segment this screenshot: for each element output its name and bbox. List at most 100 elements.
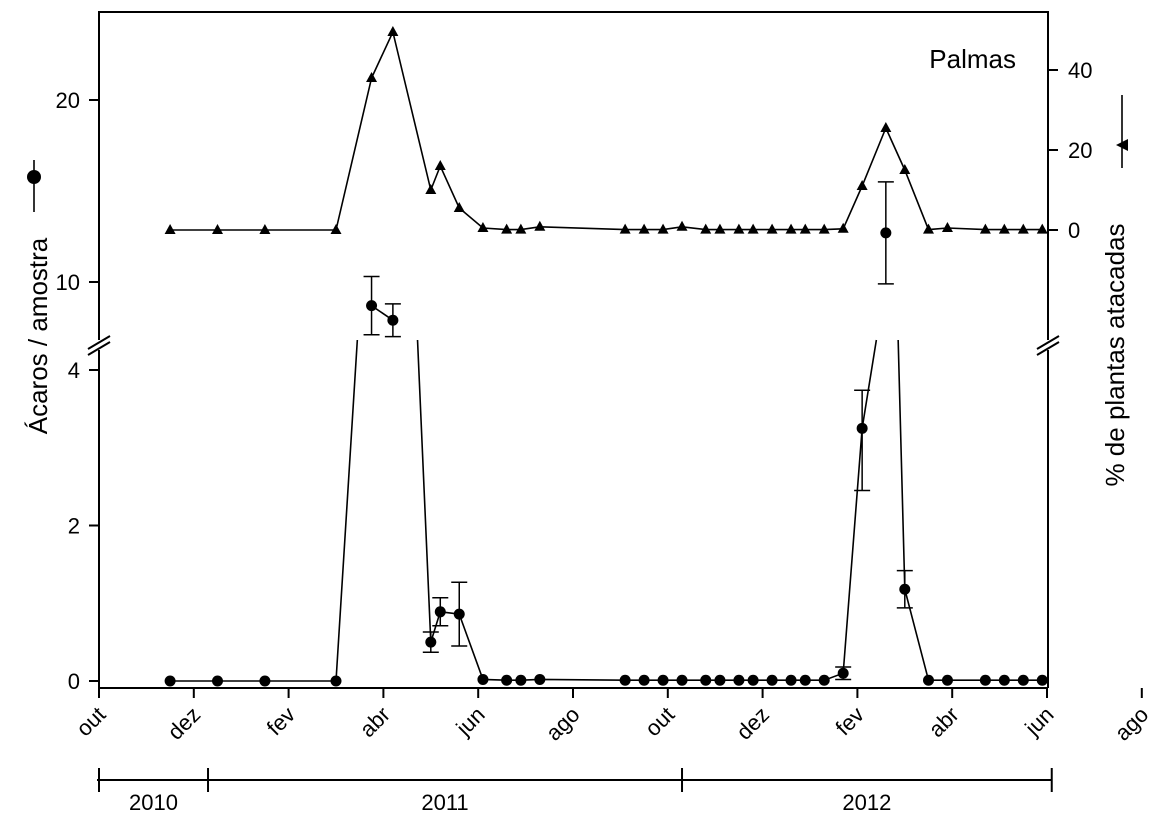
triangle-point <box>785 223 797 234</box>
triangle-point <box>899 164 911 174</box>
y-left-tick-label: 10 <box>56 270 80 295</box>
circle-point <box>434 606 446 618</box>
circle-point <box>979 674 991 686</box>
y-left-tick-label: 20 <box>56 88 80 113</box>
triangle-point <box>434 160 446 170</box>
axis-break-right-2 <box>1036 341 1060 356</box>
ticks: out dez fev abr jun ago out dez fev abr jun ago2010… <box>27 58 1151 815</box>
triangle-point <box>714 223 726 234</box>
axis-break-right-1 <box>1036 335 1060 350</box>
circle-point <box>453 608 465 620</box>
circle-point <box>366 300 378 312</box>
circle-point <box>923 674 934 686</box>
triangle-point <box>1036 223 1048 234</box>
year-label: 2010 <box>129 790 178 815</box>
circle-point <box>747 674 759 686</box>
circle-point <box>818 674 830 686</box>
circle-point <box>387 314 399 326</box>
triangle-point <box>477 222 489 232</box>
triangle-point <box>534 220 546 231</box>
triangle-point <box>998 223 1010 234</box>
circle-point <box>856 422 868 434</box>
y-right-tick-label: 40 <box>1068 58 1092 83</box>
triangle-point <box>453 202 465 212</box>
x-tick-label: abr <box>924 702 964 742</box>
x-tick-label: dez <box>731 702 774 745</box>
triangle-point <box>515 223 527 234</box>
triangle-point <box>638 223 650 234</box>
triangle-point <box>676 220 688 231</box>
left-axis-upper <box>98 11 1049 340</box>
year-label: 2011 <box>421 790 468 815</box>
circle-point <box>164 675 176 687</box>
circle-point <box>766 674 778 686</box>
circle-point <box>638 674 650 686</box>
triangle-point <box>657 223 669 234</box>
x-tick-label: abr <box>355 702 395 742</box>
triangle-point <box>880 122 892 132</box>
triangle-point <box>366 72 378 82</box>
triangle-point <box>619 223 631 234</box>
x-tick-label: jun <box>451 702 490 741</box>
circle-point <box>785 674 797 686</box>
x-tick-label: fev <box>262 702 300 740</box>
circle-point <box>714 674 726 686</box>
left-axis-title: Ácaros / amostra <box>23 237 53 434</box>
circle-point <box>1036 674 1048 686</box>
triangle-point <box>164 224 176 234</box>
y-left-tick-label: 0 <box>68 669 80 694</box>
y-right-tick-label: 20 <box>1068 138 1092 163</box>
triangle-point <box>330 224 342 234</box>
triangle-point <box>837 222 849 233</box>
triangle-point <box>856 180 868 190</box>
axis-break-left-1 <box>87 335 111 350</box>
triangle-point <box>501 223 513 234</box>
circle-point <box>534 673 546 685</box>
circle-point <box>425 636 437 648</box>
axes <box>87 11 1060 781</box>
triangle-point <box>387 26 399 36</box>
circle-point <box>501 674 513 686</box>
circle-point <box>515 674 527 686</box>
y-right-tick-label: 0 <box>1068 218 1080 243</box>
x-tick-label: ago <box>1110 702 1151 746</box>
circle-point <box>657 674 669 686</box>
triangle-point <box>766 223 778 234</box>
y-left-tick-label: 2 <box>68 514 80 539</box>
triangle-point <box>979 223 991 234</box>
x-tick-label: out <box>640 702 679 741</box>
series <box>164 26 1048 687</box>
year-label: 2012 <box>842 790 891 815</box>
circle-point <box>733 674 745 686</box>
x-tick-label: fev <box>830 702 868 740</box>
x-tick-label: ago <box>541 702 585 746</box>
left-legend-marker <box>27 170 41 184</box>
circle-point <box>619 674 631 686</box>
right-legend-marker <box>1116 139 1128 151</box>
circle-point <box>259 675 271 687</box>
circle-point <box>880 227 892 239</box>
circle-point <box>330 675 342 687</box>
circle-point <box>212 675 223 687</box>
series-line-plants <box>170 29 1043 231</box>
circle-point <box>676 674 688 686</box>
triangle-point <box>941 222 953 232</box>
axis-break-left-2 <box>87 341 111 356</box>
x-tick-label: jun <box>1019 702 1058 741</box>
circle-point <box>899 583 911 595</box>
circle-point <box>799 674 811 686</box>
x-tick-label: out <box>71 702 110 741</box>
triangle-point <box>700 223 712 234</box>
triangle-point <box>747 223 759 234</box>
y-left-tick-label: 4 <box>68 358 80 383</box>
triangle-point <box>799 223 811 234</box>
triangle-point <box>1017 223 1029 234</box>
circle-point <box>1017 674 1029 686</box>
x-tick-label: dez <box>163 702 206 745</box>
circle-point <box>941 674 953 686</box>
chart-annotation: Palmas <box>929 44 1016 74</box>
triangle-point <box>818 223 830 234</box>
circle-point <box>837 667 849 679</box>
circle-point <box>477 673 489 685</box>
